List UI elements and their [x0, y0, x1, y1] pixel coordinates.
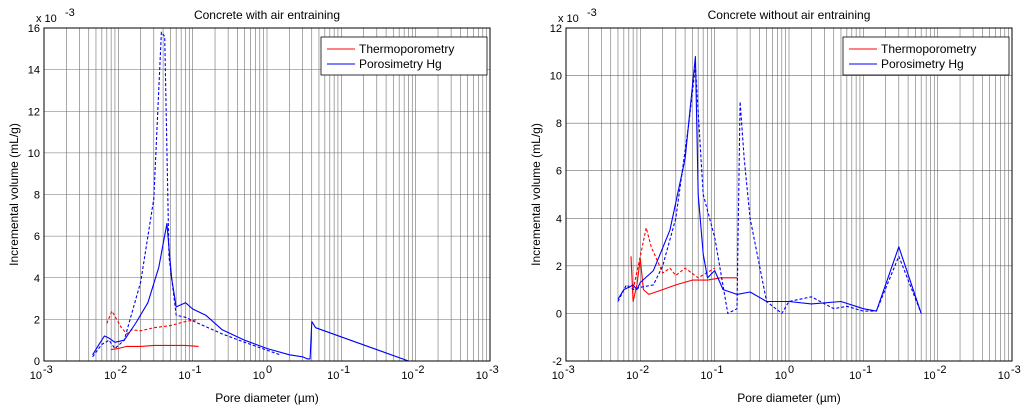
y-tick-label: 16 — [28, 23, 40, 35]
x-tick-label: 10 — [998, 370, 1010, 382]
series-line-3 — [617, 55, 922, 314]
y-tick-label: 2 — [556, 261, 562, 273]
x-tick-label: 10 — [476, 370, 488, 382]
x-axis-label: Pore diameter (µm) — [215, 391, 319, 405]
y-tick-label: 12 — [550, 23, 562, 35]
series-line-4 — [617, 65, 922, 314]
x-tick-label: 10 — [178, 370, 190, 382]
y-multiplier-exponent: -3 — [587, 7, 597, 19]
x-tick-exponent: -3 — [489, 364, 499, 376]
series-line-1 — [630, 256, 737, 303]
legend-box — [320, 36, 488, 76]
x-tick-label: 10 — [923, 370, 935, 382]
axes-box — [43, 27, 491, 362]
y-tick-label: 10 — [550, 71, 562, 83]
x-tick-label: 10 — [552, 370, 564, 382]
y-tick-label: 6 — [556, 166, 562, 178]
x-tick-exponent: 0 — [788, 364, 794, 376]
x-tick-label: 10 — [30, 370, 42, 382]
x-tick-exponent: -1 — [862, 364, 872, 376]
y-tick-label: 6 — [34, 231, 40, 243]
grid — [565, 27, 1012, 362]
legend-entry: Porosimetry Hg — [881, 57, 964, 71]
x-tick-label: 10 — [775, 370, 787, 382]
legend-entry: Thermoporometry — [359, 42, 454, 56]
y-tick-label: 10 — [28, 148, 40, 160]
y-tick-label: 12 — [28, 106, 40, 118]
series-line-1 — [111, 344, 199, 351]
x-tick-exponent: -2 — [639, 364, 649, 376]
x-tick-exponent: -1 — [340, 364, 350, 376]
grid — [43, 27, 490, 362]
y-tick-label: -2 — [552, 356, 562, 368]
x-tick-exponent: -1 — [714, 364, 724, 376]
x-tick-exponent: -1 — [192, 364, 202, 376]
x-tick-exponent: -2 — [937, 364, 947, 376]
chart-title: Concrete with air entraining — [194, 8, 340, 22]
x-tick-exponent: -2 — [415, 364, 425, 376]
y-tick-label: 4 — [556, 213, 562, 225]
x-tick-exponent: 0 — [266, 364, 272, 376]
y-axis-label: Incremental volume (mL/g) — [529, 123, 543, 266]
y-tick-label: 8 — [556, 118, 562, 130]
series-line-4 — [92, 31, 281, 358]
x-tick-exponent: -3 — [43, 364, 53, 376]
y-multiplier: x 10 — [36, 13, 57, 25]
y-tick-label: 2 — [34, 314, 40, 326]
chart-title: Concrete without air entraining — [708, 8, 871, 22]
legend-entry: Porosimetry Hg — [359, 57, 442, 71]
y-tick-label: 4 — [34, 273, 40, 285]
series-line-2 — [632, 227, 715, 290]
x-axis-label: Pore diameter (µm) — [737, 391, 841, 405]
y-axis-label: Incremental volume (mL/g) — [7, 123, 21, 266]
x-tick-label: 10 — [626, 370, 638, 382]
legend-box — [842, 36, 1010, 76]
legend-entry: Thermoporometry — [881, 42, 976, 56]
y-multiplier-exponent: -3 — [65, 7, 75, 19]
x-tick-label: 10 — [104, 370, 116, 382]
series-group — [617, 55, 922, 314]
x-tick-label: 10 — [700, 370, 712, 382]
y-multiplier: x 10 — [558, 13, 579, 25]
y-tick-label: 14 — [28, 65, 40, 77]
series-group — [92, 31, 409, 361]
series-line-3 — [92, 223, 409, 361]
x-tick-exponent: -2 — [117, 364, 127, 376]
x-tick-label: 10 — [401, 370, 413, 382]
y-tick-label: 0 — [556, 308, 562, 320]
x-tick-label: 10 — [327, 370, 339, 382]
x-tick-exponent: -3 — [1011, 364, 1021, 376]
x-tick-exponent: -3 — [565, 364, 575, 376]
axes-box — [565, 27, 1013, 362]
y-tick-label: 8 — [34, 190, 40, 202]
x-tick-label: 10 — [253, 370, 265, 382]
x-tick-label: 10 — [849, 370, 861, 382]
y-tick-label: 0 — [34, 356, 40, 368]
